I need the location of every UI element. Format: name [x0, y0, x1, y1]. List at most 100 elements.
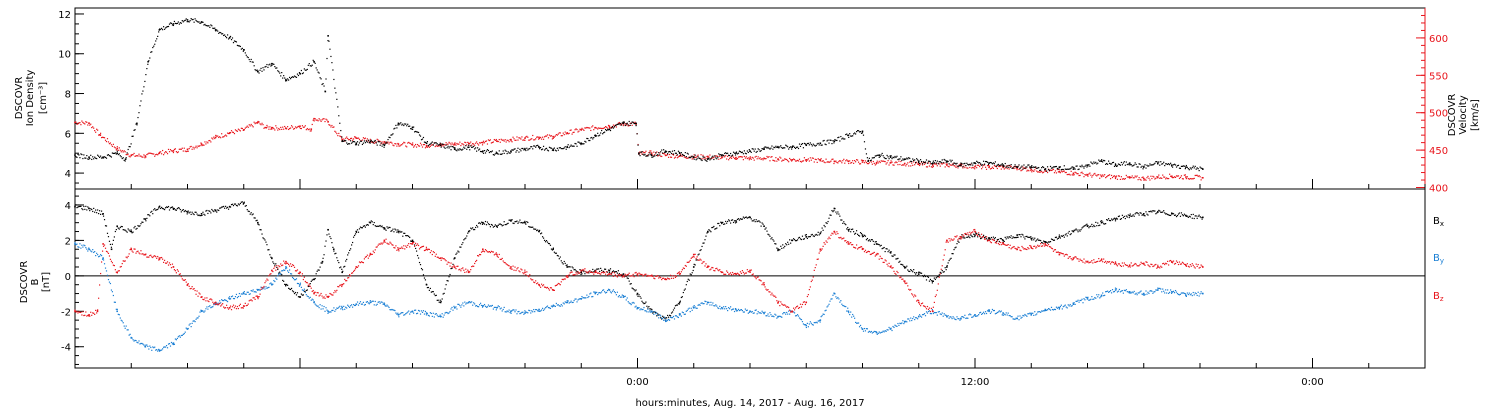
- data-point: [908, 165, 910, 167]
- data-point: [771, 156, 773, 158]
- data-point: [857, 161, 860, 163]
- data-point: [327, 310, 329, 313]
- data-point: [872, 160, 874, 163]
- data-point: [441, 143, 443, 145]
- data-point: [968, 164, 970, 166]
- data-point: [774, 160, 776, 162]
- data-point: [199, 311, 201, 313]
- data-point: [488, 305, 491, 307]
- data-point: [572, 145, 574, 147]
- data-point: [225, 134, 227, 136]
- data-point: [395, 229, 397, 231]
- data-point: [890, 327, 892, 329]
- top-plot-frame: [74, 7, 1426, 190]
- data-point: [691, 155, 693, 157]
- data-point: [525, 149, 527, 152]
- data-point: [542, 145, 545, 147]
- data-point: [203, 144, 205, 146]
- data-point: [374, 300, 376, 303]
- data-point: [738, 150, 741, 152]
- data-point: [690, 307, 692, 309]
- data-point: [327, 35, 329, 37]
- data-point: [1054, 166, 1057, 168]
- data-point: [1057, 306, 1059, 308]
- data-point: [603, 132, 605, 134]
- data-point: [761, 147, 763, 150]
- data-point: [233, 298, 236, 300]
- data-point: [277, 268, 279, 271]
- data-point: [963, 165, 965, 167]
- data-point: [1079, 174, 1081, 177]
- data-point: [899, 158, 901, 160]
- data-point: [767, 233, 769, 235]
- data-point: [766, 315, 768, 317]
- data-point: [650, 311, 652, 313]
- data-point: [187, 327, 189, 330]
- data-point: [147, 153, 149, 155]
- data-point: [739, 218, 742, 220]
- data-point: [388, 136, 390, 138]
- data-point: [782, 244, 784, 246]
- data-point: [741, 309, 744, 312]
- data-point: [254, 69, 256, 71]
- data-point: [310, 299, 312, 301]
- data-point: [715, 155, 717, 157]
- data-point: [82, 121, 84, 124]
- data-point: [365, 224, 367, 226]
- data-point: [1070, 305, 1072, 307]
- data-point: [429, 312, 431, 314]
- data-point: [99, 132, 102, 134]
- data-point: [984, 160, 987, 163]
- data-point: [611, 125, 614, 128]
- data-point: [479, 302, 482, 304]
- data-point: [730, 219, 733, 221]
- data-point: [497, 153, 499, 155]
- data-point: [687, 308, 689, 310]
- data-point: [826, 140, 828, 142]
- data-point: [658, 154, 660, 157]
- data-point: [538, 310, 540, 312]
- data-point: [227, 208, 230, 210]
- data-point: [1174, 164, 1177, 166]
- data-point: [321, 305, 323, 307]
- data-point: [1036, 313, 1038, 315]
- data-point: [388, 226, 390, 228]
- data-point: [883, 160, 885, 163]
- data-point: [445, 284, 447, 286]
- data-point: [706, 155, 708, 158]
- data-point: [1050, 169, 1053, 172]
- data-point: [304, 125, 306, 127]
- data-point: [675, 152, 678, 154]
- data-point: [969, 166, 971, 169]
- data-point: [1105, 177, 1107, 179]
- data-point: [940, 272, 942, 274]
- data-point: [805, 144, 807, 146]
- data-point: [277, 70, 279, 72]
- data-point: [1153, 163, 1155, 165]
- data-point: [214, 136, 217, 139]
- data-point: [240, 48, 242, 50]
- data-point: [790, 242, 792, 244]
- data-point: [681, 153, 683, 156]
- data-point: [566, 301, 568, 304]
- data-point: [973, 233, 975, 235]
- data-point: [981, 164, 983, 166]
- data-point: [805, 159, 808, 161]
- data-point: [502, 150, 504, 152]
- data-point: [624, 295, 626, 297]
- data-point: [965, 164, 967, 167]
- data-point: [421, 269, 424, 271]
- data-point: [807, 326, 809, 328]
- data-point: [540, 149, 543, 151]
- data-point: [414, 244, 416, 246]
- data-point: [806, 142, 808, 145]
- data-point: [575, 143, 577, 145]
- data-point: [493, 306, 495, 309]
- data-point: [328, 40, 330, 42]
- data-point: [437, 145, 439, 147]
- data-point: [691, 272, 693, 274]
- data-point: [430, 291, 432, 293]
- data-point: [357, 144, 360, 146]
- data-point: [1013, 237, 1015, 239]
- data-point: [89, 157, 91, 160]
